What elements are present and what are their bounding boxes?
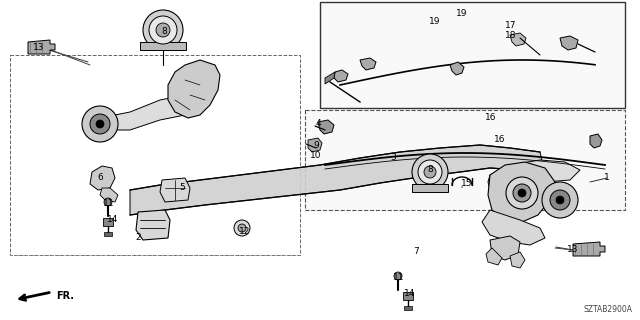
Text: FR.: FR. <box>56 291 74 301</box>
Polygon shape <box>130 145 545 215</box>
Text: 15: 15 <box>461 179 473 188</box>
Polygon shape <box>160 178 190 202</box>
Text: 19: 19 <box>429 18 441 27</box>
Polygon shape <box>490 236 520 260</box>
Polygon shape <box>308 138 322 152</box>
Polygon shape <box>360 58 376 70</box>
Text: 18: 18 <box>505 31 516 41</box>
Text: 3: 3 <box>390 154 396 163</box>
Text: 7: 7 <box>413 247 419 257</box>
Polygon shape <box>404 306 412 310</box>
Text: 13: 13 <box>567 245 579 254</box>
Polygon shape <box>412 184 448 192</box>
Text: 14: 14 <box>404 289 416 298</box>
Text: 8: 8 <box>161 28 167 36</box>
Polygon shape <box>318 120 334 134</box>
Polygon shape <box>28 40 55 54</box>
Circle shape <box>156 23 170 37</box>
Polygon shape <box>488 162 555 222</box>
Circle shape <box>506 177 538 209</box>
Circle shape <box>149 16 177 44</box>
Polygon shape <box>136 210 170 240</box>
Bar <box>305 110 625 210</box>
Text: 11: 11 <box>393 274 404 283</box>
Circle shape <box>424 166 436 178</box>
Text: 8: 8 <box>427 165 433 174</box>
Bar <box>320 2 625 108</box>
Polygon shape <box>590 134 602 148</box>
Polygon shape <box>488 160 580 190</box>
Text: 17: 17 <box>505 21 516 30</box>
Polygon shape <box>168 60 220 118</box>
Polygon shape <box>482 210 545 245</box>
Text: 16: 16 <box>485 114 497 123</box>
Polygon shape <box>334 70 348 82</box>
Circle shape <box>234 220 250 236</box>
Polygon shape <box>486 248 502 265</box>
Text: 19: 19 <box>456 10 468 19</box>
Circle shape <box>513 184 531 202</box>
Polygon shape <box>90 166 115 190</box>
Polygon shape <box>560 36 578 50</box>
Circle shape <box>238 224 246 232</box>
Text: 1: 1 <box>604 173 610 182</box>
Text: 2: 2 <box>135 233 141 242</box>
Text: 9: 9 <box>313 141 319 150</box>
Circle shape <box>104 198 112 206</box>
Circle shape <box>96 120 104 128</box>
Circle shape <box>518 189 526 197</box>
Text: 6: 6 <box>97 173 103 182</box>
Text: 11: 11 <box>103 199 115 209</box>
Polygon shape <box>325 72 335 84</box>
Circle shape <box>143 10 183 50</box>
Polygon shape <box>403 292 413 300</box>
Polygon shape <box>573 242 605 256</box>
Circle shape <box>550 190 570 210</box>
Polygon shape <box>140 42 186 50</box>
Text: SZTAB2900A: SZTAB2900A <box>583 305 632 314</box>
Polygon shape <box>103 218 113 226</box>
Polygon shape <box>510 33 526 46</box>
Circle shape <box>412 154 448 190</box>
Circle shape <box>82 106 118 142</box>
Polygon shape <box>104 232 112 236</box>
Circle shape <box>542 182 578 218</box>
Text: 5: 5 <box>179 183 185 193</box>
Text: 12: 12 <box>239 228 251 236</box>
Polygon shape <box>510 252 525 268</box>
Text: 14: 14 <box>108 215 118 225</box>
Text: 10: 10 <box>310 151 322 161</box>
Polygon shape <box>450 62 464 75</box>
Circle shape <box>556 196 564 204</box>
Polygon shape <box>95 95 200 130</box>
Text: 4: 4 <box>315 119 321 129</box>
Circle shape <box>418 160 442 184</box>
Bar <box>10 55 300 255</box>
Circle shape <box>394 272 402 280</box>
Circle shape <box>90 114 110 134</box>
Text: 16: 16 <box>494 135 506 145</box>
Polygon shape <box>100 188 118 202</box>
Text: 13: 13 <box>33 43 45 52</box>
